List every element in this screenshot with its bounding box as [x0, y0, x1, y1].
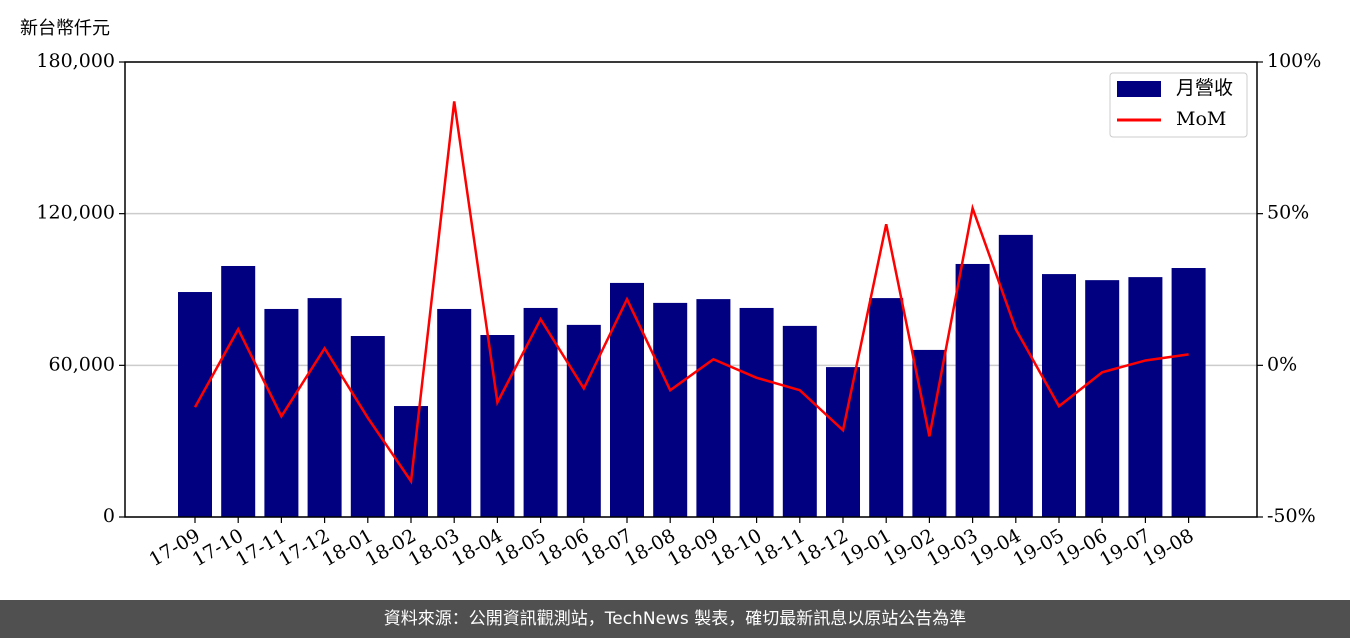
bar	[566, 324, 601, 517]
bar	[653, 302, 688, 517]
chart: 060,000120,000180,000-50%0%50%100%17-091…	[36, 50, 1321, 571]
bar	[1171, 268, 1206, 517]
y-tick-label: 0	[103, 505, 115, 527]
line	[193, 101, 1189, 485]
legend-label: MoM	[1176, 108, 1226, 130]
y2-tick-label: 100%	[1267, 50, 1321, 72]
y2-tick-label: 0%	[1267, 353, 1297, 375]
bar	[696, 299, 731, 517]
bar	[437, 308, 472, 517]
bar	[178, 292, 212, 517]
y-tick-label: 60,000	[49, 353, 115, 375]
bar	[610, 282, 644, 517]
bar	[739, 307, 774, 517]
bar	[307, 298, 342, 517]
source-footer: 資料來源：公開資訊觀測站，TechNews 製表，確切最新訊息以原站公告為準	[0, 600, 1350, 638]
y-axis-unit: 新台幣仟元	[20, 18, 110, 39]
x-tick-label: 19-08	[1139, 525, 1197, 571]
legend-swatch	[1117, 81, 1161, 97]
y2-tick-label: 50%	[1267, 202, 1309, 224]
y-tick-label: 120,000	[36, 202, 115, 224]
bar	[826, 367, 860, 517]
bar	[998, 234, 1033, 517]
bar	[221, 265, 256, 517]
bar	[1042, 274, 1076, 517]
bar	[955, 263, 990, 517]
bar	[1085, 280, 1120, 517]
bar	[782, 325, 817, 517]
bar	[264, 308, 299, 517]
legend-label: 月營收	[1176, 77, 1233, 99]
bar	[350, 336, 385, 517]
y2-tick-label: -50%	[1267, 505, 1316, 527]
y-tick-label: 180,000	[36, 50, 115, 72]
plot-frame	[124, 61, 1258, 518]
bar	[394, 406, 428, 517]
bar	[480, 335, 515, 517]
bar	[869, 298, 904, 517]
bar	[1128, 277, 1163, 517]
legend: 月營收 MoM	[1109, 72, 1248, 138]
